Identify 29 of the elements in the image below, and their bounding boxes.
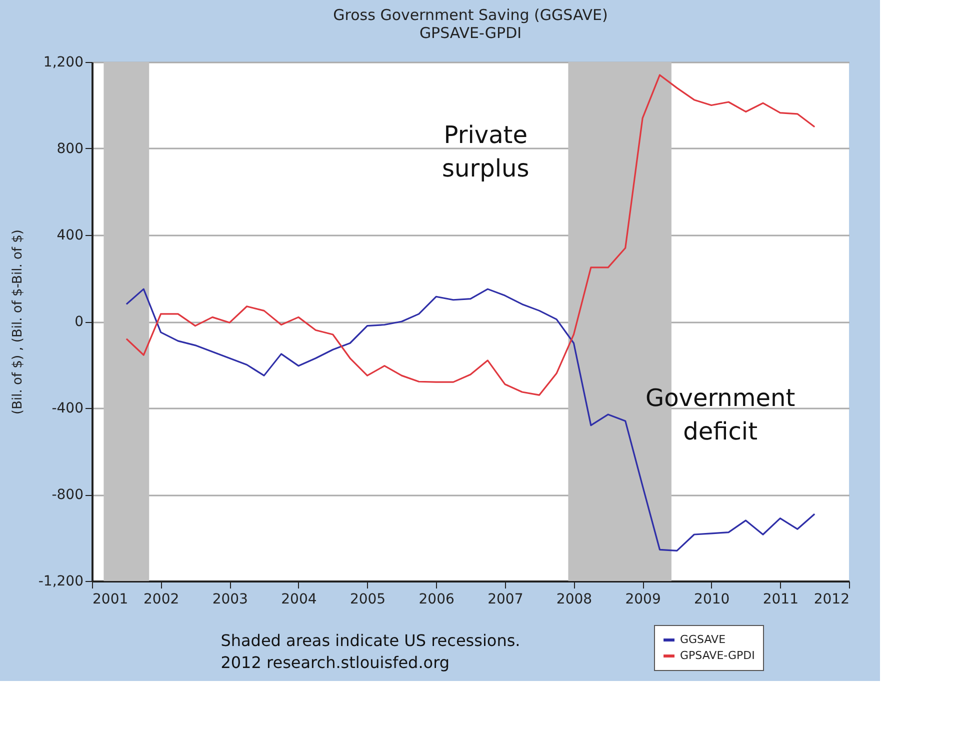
x-tick-label: 2010 — [694, 592, 730, 608]
y-tick-label: 0 — [74, 314, 84, 330]
legend-label: GPSAVE-GPDI — [680, 649, 755, 662]
text: 2012 research.stlouisfed.org — [220, 653, 450, 672]
annotation: Private surplus — [442, 121, 530, 183]
y-tick-label: 800 — [56, 141, 84, 157]
x-tick-label: 2006 — [418, 592, 454, 608]
annotation: Government deficit — [645, 384, 796, 446]
x-tick-label: 2003 — [212, 592, 248, 608]
y-tick-label: 400 — [56, 228, 84, 244]
y-tick-label: 1,200 — [43, 54, 84, 70]
x-tick-label: 2005 — [350, 592, 386, 608]
legend-label: GGSAVE — [680, 633, 726, 646]
line-series — [126, 288, 816, 552]
y-tick-label: -800 — [52, 487, 84, 503]
y-tick-label: -400 — [52, 400, 84, 416]
y-axis-title: (Bil. of $) , (Bil. of $-Bil. of $) — [10, 230, 26, 414]
chart-title: Gross Government Saving (GGSAVE) — [333, 6, 608, 24]
x-tick-label: 2008 — [556, 592, 592, 608]
chart-subtitle: GPSAVE-GPDI — [419, 24, 522, 42]
text: Shaded areas indicate US recessions. — [220, 631, 520, 650]
x-tick-label: 2001 — [92, 592, 128, 608]
x-tick-label: 2004 — [281, 592, 317, 608]
x-tick-label: 2007 — [488, 592, 524, 608]
x-tick-label: 2012 — [814, 592, 850, 608]
x-tick-label: 2009 — [625, 592, 661, 608]
x-tick-label: 2002 — [144, 592, 180, 608]
x-tick-label: 2011 — [762, 592, 798, 608]
y-tick-label: -1,200 — [38, 574, 84, 590]
